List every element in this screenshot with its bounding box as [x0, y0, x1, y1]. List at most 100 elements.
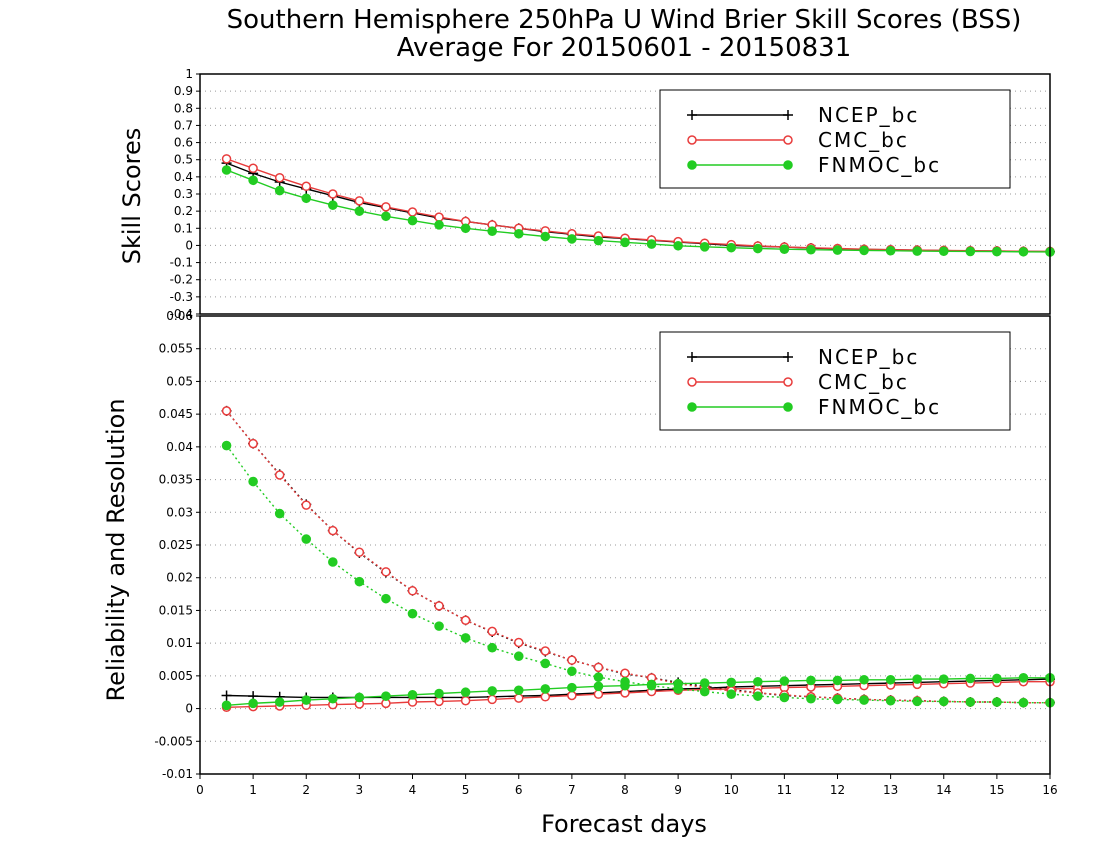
data-point: [328, 189, 338, 199]
series-fnmoc-bc-resolution: [221, 440, 1055, 708]
data-point: [513, 651, 524, 662]
data-point: [328, 557, 338, 567]
data-point: [832, 694, 843, 705]
panel1-y-axis-label: Skill Scores: [118, 128, 146, 265]
legend-label: CMC_bc: [818, 128, 909, 152]
data-point: [806, 693, 816, 704]
chart-title-line1: Southern Hemisphere 250hPa U Wind Brier …: [227, 5, 1022, 35]
data-point: [301, 534, 312, 544]
data-point: [460, 687, 471, 698]
y-tick-label: 0.7: [174, 118, 193, 132]
data-point: [779, 676, 790, 686]
y-tick-label: 0.8: [174, 101, 193, 115]
x-tick-label: 5: [462, 783, 470, 797]
data-point: [407, 608, 418, 619]
data-point: [381, 211, 391, 222]
y-tick-label: 1: [185, 67, 193, 81]
data-point: [407, 215, 418, 226]
data-point: [885, 245, 896, 256]
data-point: [859, 245, 869, 256]
data-point: [912, 246, 922, 256]
panel2-frame: [199, 315, 1051, 775]
data-point: [859, 674, 869, 685]
legend-label: FNMOC_bc: [818, 395, 941, 419]
panel2-y-ticks: -0.01 -0.005 0 0.005 0.01 0.015 0.02 0.025 0.03 0…: [154, 309, 200, 781]
y-tick-label: 0: [185, 238, 193, 252]
y-tick-label: 0.05: [166, 374, 193, 388]
data-point: [965, 697, 976, 707]
legend-box: [659, 89, 1011, 189]
panel2-x-ticks: 0 1 2 3 4 5 6 7 8 9 10 11 12 13 14 15 16: [196, 774, 1058, 797]
legend-label: NCEP_bc: [818, 103, 919, 127]
data-point: [487, 686, 497, 696]
legend-label: CMC_bc: [818, 370, 909, 394]
data-point: [221, 154, 232, 164]
data-point: [1018, 246, 1029, 257]
data-point: [328, 693, 338, 704]
x-tick-label: 16: [1042, 783, 1057, 797]
x-tick-label: 12: [830, 783, 845, 797]
data-point: [407, 207, 418, 217]
legend-marker: [687, 135, 697, 145]
data-point: [540, 684, 551, 694]
panel2-series: [221, 405, 1055, 713]
data-point: [593, 681, 604, 692]
data-point: [354, 692, 365, 703]
data-point: [221, 406, 232, 416]
data-point: [407, 690, 418, 700]
data-point: [301, 181, 311, 192]
data-point: [806, 244, 816, 255]
data-point: [540, 231, 551, 242]
data-point: [514, 693, 524, 703]
data-point: [593, 689, 604, 699]
series-cmc-bc-resolution: [221, 406, 1055, 708]
data-point: [460, 695, 471, 706]
data-point: [726, 689, 737, 699]
data-point: [885, 695, 896, 706]
series-line: [226, 410, 1050, 704]
data-point: [221, 440, 232, 451]
data-point: [673, 684, 683, 694]
x-tick-label: 9: [674, 783, 682, 797]
y-tick-label: -0.3: [170, 290, 193, 304]
data-point: [487, 626, 497, 637]
data-point: [354, 206, 365, 216]
data-point: [753, 676, 763, 687]
y-tick-label: -0.4: [170, 307, 193, 321]
x-axis-label: Forecast days: [541, 810, 707, 838]
data-point: [274, 470, 285, 480]
y-tick-label: 0.055: [159, 342, 193, 356]
data-point: [460, 633, 471, 643]
data-point: [221, 165, 232, 175]
data-point: [965, 246, 976, 257]
data-point: [301, 193, 312, 204]
x-tick-label: 2: [302, 783, 310, 797]
series-fnmoc-bc-reliability: [221, 673, 1055, 711]
y-tick-label: 0.3: [174, 187, 193, 201]
series-line: [226, 678, 1051, 699]
data-point: [354, 196, 365, 206]
x-tick-label: 3: [356, 783, 364, 797]
data-point: [965, 673, 976, 684]
legend-item-ncep-bc: NCEP_bc: [687, 345, 917, 369]
series-line: [226, 445, 1050, 704]
y-tick-label: -0.1: [170, 256, 193, 270]
y-tick-label: 0.04: [166, 440, 193, 454]
legend-label: FNMOC_bc: [818, 153, 941, 177]
data-point: [885, 674, 896, 685]
legend-marker: [783, 352, 793, 362]
data-point: [992, 697, 1002, 707]
data-point: [434, 621, 444, 631]
y-tick-label: 0.9: [174, 84, 193, 98]
data-point: [328, 200, 338, 210]
legend-box: [659, 331, 1011, 431]
data-point: [248, 476, 258, 487]
data-point: [567, 666, 577, 677]
data-point: [514, 637, 524, 648]
data-point: [487, 694, 497, 705]
data-point: [912, 674, 922, 684]
series-line: [226, 410, 1050, 704]
